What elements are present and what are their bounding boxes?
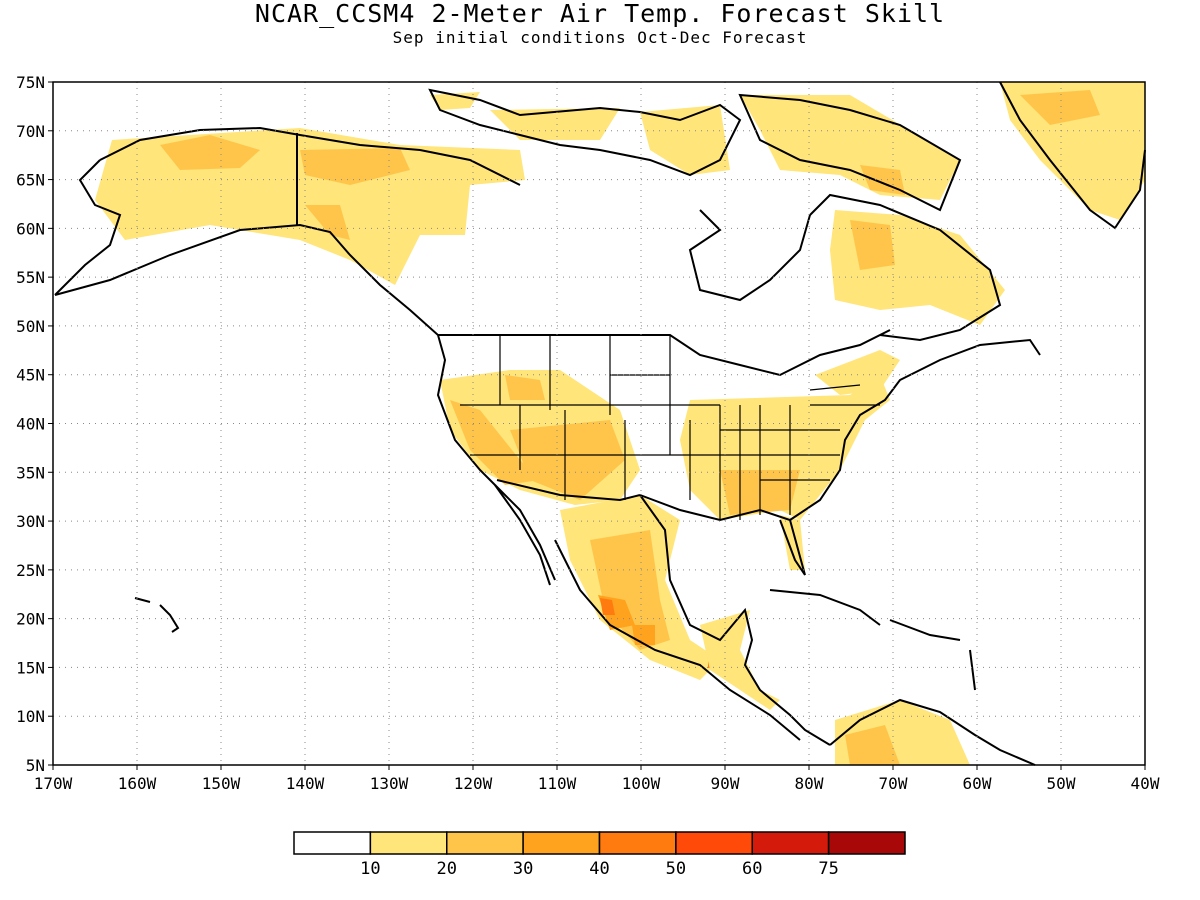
coastline-alaska <box>54 223 556 581</box>
shade-northeast <box>815 350 900 395</box>
lon-tick-label: 100W <box>622 774 661 793</box>
coastline-alaska-west <box>54 159 122 296</box>
axis-labels: 75N 70N 65N 60N 55N 50N 45N 40N 35N 30N 25N 20N 15N 1… <box>16 73 1160 793</box>
lon-tick-label: 90W <box>711 774 740 793</box>
colorbar-label: 20 <box>437 859 457 879</box>
lat-tick-label: 15N <box>16 658 45 677</box>
lon-tick-label: 150W <box>202 774 241 793</box>
coastline-south-america <box>829 698 1036 766</box>
lat-tick-label: 25N <box>16 561 45 580</box>
colorbar-swatch <box>293 831 372 855</box>
lat-tick-label: 35N <box>16 463 45 482</box>
lon-tick-label: 50W <box>1047 774 1076 793</box>
coastline-hawaii <box>134 597 180 633</box>
lat-tick-label: 75N <box>16 73 45 92</box>
colorbar-swatch <box>446 831 524 855</box>
coastline-cuba <box>769 589 881 626</box>
lat-tick-label: 55N <box>16 268 45 287</box>
shade-greenland-high <box>1020 90 1100 125</box>
shade-arctic-islands <box>430 92 730 175</box>
lon-tick-label: 70W <box>879 774 908 793</box>
lon-tick-label: 140W <box>286 774 325 793</box>
coastline-baffin <box>738 93 962 212</box>
shade-labrador-high <box>850 220 895 270</box>
shade-baffin <box>740 95 960 200</box>
state-borders <box>460 335 880 520</box>
lon-tick-label: 110W <box>538 774 577 793</box>
shade-alaska-high <box>160 135 260 170</box>
colorbar-swatch <box>598 831 677 855</box>
shade-bc-coast <box>305 205 350 240</box>
coastline-mexico-west <box>554 539 801 741</box>
skill-shading <box>95 82 1145 765</box>
lat-tick-label: 45N <box>16 366 45 385</box>
lon-tick-label: 170W <box>34 774 73 793</box>
shade-yukon-high <box>300 148 410 185</box>
colorbar-label: 60 <box>742 859 762 879</box>
map-title: NCAR_CCSM4 2-Meter Air Temp. Forecast Sk… <box>254 0 946 28</box>
coastline-labrador <box>809 193 1002 342</box>
colorbar-label: 40 <box>589 859 609 879</box>
coastline-gulf <box>639 494 806 576</box>
lon-tick-label: 60W <box>963 774 992 793</box>
colorbar-swatch <box>751 831 830 855</box>
colorbar-swatch <box>522 831 601 855</box>
map-frame <box>52 81 1146 766</box>
shade-mexico-mid <box>590 530 670 650</box>
shade-southwest <box>510 420 625 500</box>
lon-tick-label: 130W <box>370 774 409 793</box>
map-subtitle: Sep initial conditions Oct-Dec Forecast <box>392 28 808 47</box>
lon-tick-label: 40W <box>1131 774 1160 793</box>
lat-tick-label: 40N <box>16 415 45 434</box>
colorbar-label: 50 <box>666 859 686 879</box>
lon-tick-label: 120W <box>454 774 493 793</box>
colorbar: 10 20 30 40 50 60 75 <box>293 831 906 879</box>
lon-tick-label: 80W <box>795 774 824 793</box>
lat-tick-label: 65N <box>16 171 45 190</box>
lat-tick-label: 50N <box>16 317 45 336</box>
shade-central-america <box>700 610 780 710</box>
us-canada-border <box>438 329 891 377</box>
colorbar-swatch <box>827 831 906 855</box>
colorbar-label: 75 <box>818 859 838 879</box>
coastline-hudson-bay <box>688 209 811 302</box>
lat-tick-label: 20N <box>16 610 45 629</box>
shade-idaho <box>505 375 545 400</box>
coastline-mexico-east <box>639 494 831 746</box>
coastline-arctic-islands <box>428 88 742 177</box>
shade-greenland <box>1000 82 1145 220</box>
colorbar-label: 10 <box>360 859 380 879</box>
lat-tick-label: 70N <box>16 122 45 141</box>
colorbar-swatch <box>369 831 448 855</box>
lat-lon-grid <box>48 81 1146 770</box>
coastline-alaska-north <box>99 126 521 186</box>
colorbar-label: 30 <box>513 859 533 879</box>
shade-south-america-high <box>845 725 900 765</box>
coastline-east-us <box>789 338 1041 521</box>
shade-california <box>450 400 540 485</box>
coastline-antilles <box>889 619 976 691</box>
lat-tick-label: 5N <box>26 756 45 775</box>
colorbar-swatch <box>675 831 753 855</box>
lat-tick-label: 30N <box>16 512 45 531</box>
shade-florida <box>780 515 805 570</box>
coastline-greenland <box>999 81 1146 230</box>
us-mexico-border <box>496 479 641 502</box>
lat-tick-label: 60N <box>16 219 45 238</box>
lat-tick-label: 10N <box>16 707 45 726</box>
lon-tick-label: 160W <box>118 774 157 793</box>
